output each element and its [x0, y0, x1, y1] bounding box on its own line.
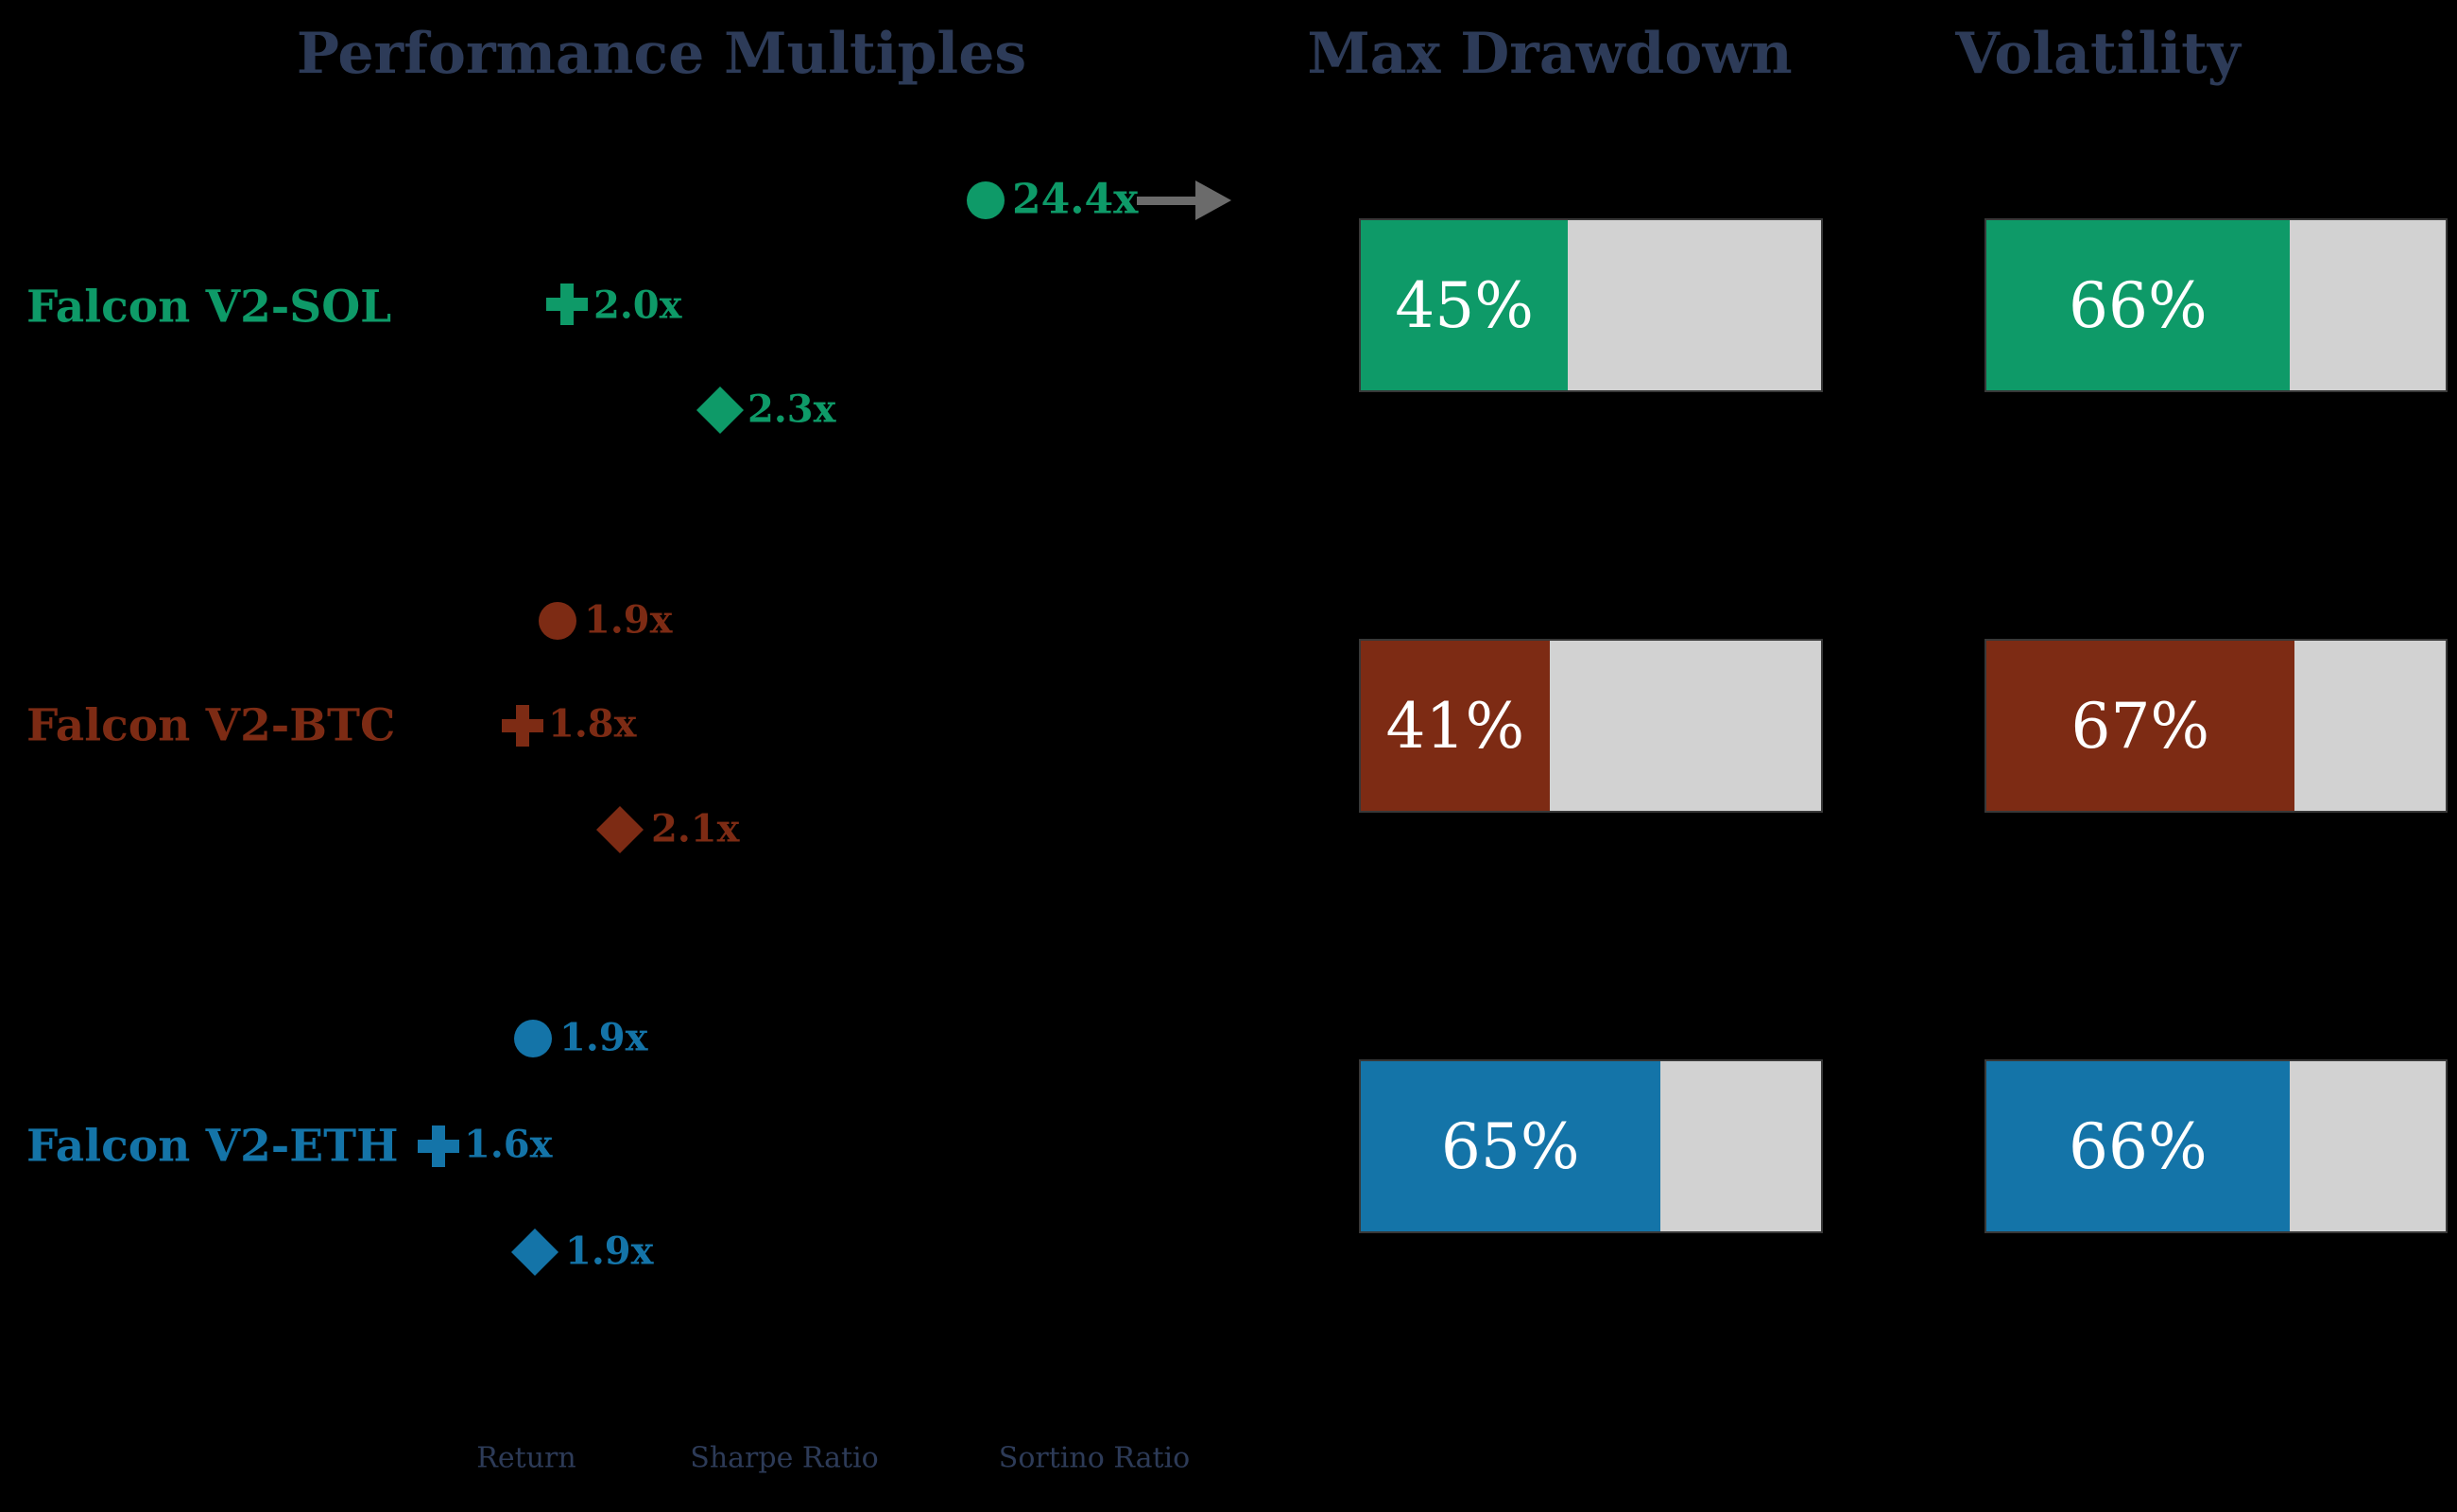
performance-multiples-title: Performance Multiples: [296, 21, 1027, 87]
sharpe-value: 2.0x: [593, 283, 682, 328]
volatility-bar-track: 66%: [1986, 220, 2446, 390]
max-drawdown-title: Max Drawdown: [1307, 21, 1793, 87]
volatility-title: Volatility: [1955, 21, 2241, 87]
max-drawdown-bar-track: 45%: [1361, 220, 1821, 390]
max-drawdown-bar-fill: 45%: [1361, 220, 1569, 390]
return-circle-icon: [514, 1020, 552, 1057]
max-drawdown-bar-fill: 65%: [1361, 1061, 1660, 1231]
sortino-value: 1.9x: [565, 1228, 654, 1274]
row-label-sol: Falcon V2-SOL: [26, 281, 392, 334]
sortino-diamond-icon: [596, 806, 644, 853]
volatility-bar-track: 67%: [1986, 641, 2446, 811]
legend-return: Return: [476, 1441, 576, 1475]
volatility-bar-fill: 66%: [1986, 220, 2290, 390]
return-value: 1.9x: [584, 597, 673, 643]
volatility-value: 66%: [2069, 1109, 2208, 1183]
volatility-value: 66%: [2069, 268, 2208, 342]
row-label-eth: Falcon V2-ETH: [26, 1120, 399, 1173]
volatility-bar-track: 66%: [1986, 1061, 2446, 1231]
volatility-bar-fill: 66%: [1986, 1061, 2290, 1231]
sharpe-value: 1.8x: [548, 701, 637, 747]
max-drawdown-value: 45%: [1395, 268, 1534, 342]
volatility-bar-fill: 67%: [1986, 641, 2294, 811]
row-label-btc: Falcon V2-BTC: [26, 699, 396, 752]
sharpe-plus-icon: [418, 1125, 459, 1167]
volatility-value: 67%: [2070, 689, 2210, 763]
return-circle-icon: [539, 602, 576, 640]
sortino-value: 2.1x: [651, 806, 740, 851]
sharpe-plus-icon: [546, 284, 588, 325]
max-drawdown-bar-track: 65%: [1361, 1061, 1821, 1231]
sharpe-plus-icon: [502, 705, 543, 747]
max-drawdown-bar-fill: 41%: [1361, 641, 1550, 811]
legend-sortino-ratio: Sortino Ratio: [998, 1441, 1191, 1475]
max-drawdown-bar-track: 41%: [1361, 641, 1821, 811]
max-drawdown-value: 41%: [1385, 689, 1525, 763]
return-value: 1.9x: [559, 1015, 648, 1060]
sortino-diamond-icon: [511, 1228, 558, 1276]
return-circle-icon: [967, 181, 1005, 219]
sharpe-value: 1.6x: [464, 1122, 553, 1167]
max-drawdown-value: 65%: [1440, 1109, 1580, 1183]
return-value: 24.4x: [1012, 175, 1139, 224]
sortino-diamond-icon: [696, 387, 744, 434]
off-scale-arrow-icon: [1137, 180, 1231, 221]
sortino-value: 2.3x: [747, 387, 836, 432]
legend-sharpe-ratio: Sharpe Ratio: [690, 1441, 879, 1475]
